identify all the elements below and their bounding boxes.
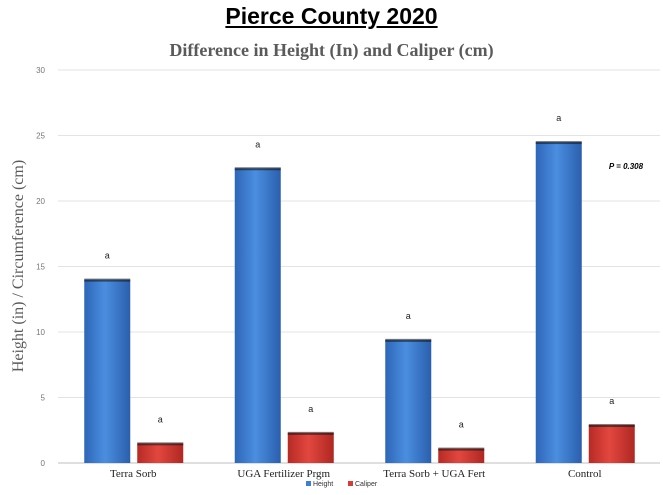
bars [84, 141, 635, 463]
bar-top-edge [589, 424, 635, 427]
y-tick-label: 5 [41, 394, 46, 403]
legend-label-height: Height [313, 481, 333, 488]
data-label: a [255, 139, 260, 149]
y-axis-title: Height (in) / Circumference (cm) [10, 160, 27, 372]
bar-height [536, 142, 582, 463]
bar-height [235, 168, 281, 463]
bar-caliper [438, 449, 484, 463]
data-label: a [556, 113, 561, 123]
data-label: a [158, 414, 163, 424]
bar-caliper [589, 425, 635, 463]
data-label: a [406, 311, 411, 321]
y-tick-label: 30 [36, 66, 45, 75]
bar-top-edge [84, 279, 130, 282]
y-tick-label: 10 [36, 328, 45, 337]
data-label: a [308, 404, 313, 414]
data-label: a [459, 420, 464, 430]
y-tick-label: 0 [41, 459, 46, 468]
legend-swatch-height [306, 481, 311, 486]
bar-caliper [288, 433, 334, 463]
bar-top-edge [235, 167, 281, 170]
legend: Height Caliper [306, 481, 378, 488]
bar-height [385, 340, 431, 463]
bar-top-edge [385, 339, 431, 342]
bar-top-edge [137, 442, 183, 445]
x-tick-label: Terra Sorb [110, 468, 157, 480]
p-value-annotation: P = 0.308 [609, 162, 644, 171]
bar-caliper [137, 443, 183, 463]
x-tick-label: UGA Fertilizer Prgm [237, 468, 330, 480]
bar-top-edge [536, 141, 582, 144]
data-label: a [609, 396, 614, 406]
y-axis-ticks: 0 5 10 15 20 25 30 [36, 66, 45, 468]
y-tick-label: 15 [36, 263, 45, 272]
data-label: a [105, 251, 110, 261]
bar-top-edge [438, 448, 484, 451]
bar-height [84, 280, 130, 463]
x-tick-label: Control [568, 468, 602, 480]
y-tick-label: 20 [36, 197, 45, 206]
legend-swatch-caliper [348, 481, 353, 486]
bar-top-edge [288, 432, 334, 435]
x-axis-ticks: Terra Sorb UGA Fertilizer Prgm Terra Sorb … [110, 468, 602, 480]
y-tick-label: 25 [36, 132, 45, 141]
legend-label-caliper: Caliper [355, 481, 378, 488]
x-tick-label: Terra Sorb + UGA Fert [383, 468, 485, 480]
